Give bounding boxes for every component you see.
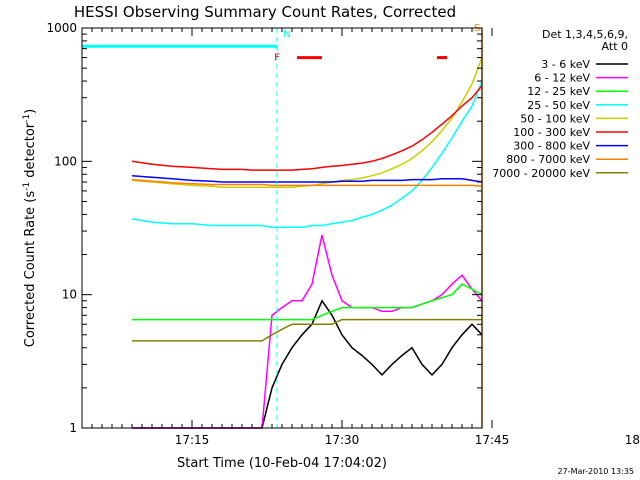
series-layer	[131, 57, 483, 429]
series-6-12-kev	[132, 234, 483, 429]
y-axis-label-close: )	[23, 109, 38, 114]
annotation-layer: NFS	[82, 23, 483, 428]
y-axis-label-exp1: -1	[22, 182, 32, 191]
series-7000-20000-kev	[132, 318, 482, 342]
x-tick-label-17-45: 17:45	[475, 433, 510, 447]
series-line-7000-20000-kev-0	[132, 318, 482, 342]
legend-label-300-800-kev: 300 - 800 keV	[513, 140, 590, 153]
y-tick-label-100: 100	[54, 154, 77, 168]
chart-title: HESSI Observing Summary Count Rates, Cor…	[74, 3, 456, 21]
legend-label-12-25-kev: 12 - 25 keV	[527, 85, 590, 98]
x-tick-label-18-00: 18:00	[625, 433, 640, 447]
series-line-50-100-kev-0	[131, 57, 483, 188]
x-axis-label: Start Time (10-Feb-04 17:04:02)	[177, 456, 387, 471]
y-tick-label-10: 10	[62, 288, 77, 302]
series-800-7000-kev	[131, 178, 483, 188]
y-axis-label: Corrected Count Rate (s-1 detector-1)	[22, 109, 38, 347]
y-axis-label-mid: detector	[23, 122, 38, 182]
series-line-100-300-kev-0	[131, 85, 483, 171]
timestamp: 27-Mar-2010 13:35	[558, 467, 635, 476]
x-tick-label-17-15: 17:15	[175, 433, 210, 447]
legend-label-7000-20000-kev: 7000 - 20000 keV	[492, 167, 590, 180]
legend-label-25-50-kev: 25 - 50 keV	[527, 99, 590, 112]
x-tick-label-17-30: 17:30	[325, 433, 360, 447]
y-axis-label-main: Corrected Count Rate (s	[23, 191, 38, 348]
y-tick-label-1000: 1000	[46, 21, 77, 35]
series-25-50-kev	[131, 80, 483, 229]
series-line-25-50-kev-0	[131, 80, 483, 229]
y-axis-label-exp2: -1	[22, 114, 32, 123]
legend-label-6-12-kev: 6 - 12 keV	[534, 72, 590, 85]
flag-letter-n: N	[283, 29, 290, 40]
series-line-6-12-kev-0	[132, 234, 483, 429]
legend-label-3-6-kev: 3 - 6 keV	[541, 58, 590, 71]
flag-letter-f: F	[274, 53, 280, 64]
legend-label-800-7000-kev: 800 - 7000 keV	[506, 153, 590, 166]
series-line-800-7000-kev-0	[131, 178, 483, 188]
series-line-300-800-kev-0	[131, 174, 483, 183]
series-12-25-kev	[132, 283, 483, 321]
series-line-12-25-kev-0	[132, 283, 483, 321]
series-100-300-kev	[131, 85, 483, 171]
series-300-800-kev	[131, 174, 483, 183]
legend-header-line1: Det 1,3,4,5,6,9,	[542, 28, 628, 41]
legend-label-50-100-kev: 50 - 100 keV	[520, 112, 590, 125]
y-tick-label-1: 1	[69, 421, 77, 435]
series-50-100-kev	[131, 57, 483, 188]
legend-header-line2: Att 0	[602, 40, 628, 53]
legend-label-100-300-kev: 100 - 300 keV	[513, 126, 590, 139]
